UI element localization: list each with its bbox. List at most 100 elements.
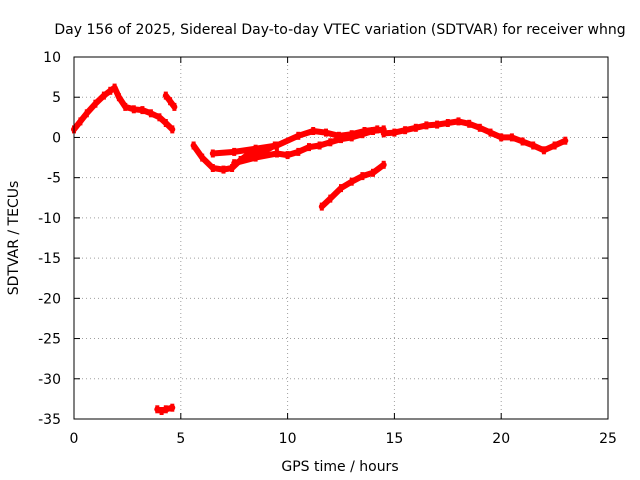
series-track-outlier bbox=[154, 403, 176, 415]
data-point bbox=[392, 128, 397, 137]
data-point bbox=[264, 146, 269, 155]
data-point bbox=[84, 109, 89, 118]
data-point bbox=[328, 138, 333, 147]
data-point bbox=[191, 141, 196, 150]
data-point bbox=[381, 129, 386, 138]
data-point bbox=[163, 405, 168, 414]
series-track-afternoon bbox=[380, 117, 569, 155]
data-point bbox=[328, 194, 333, 203]
data-point bbox=[563, 136, 568, 145]
series-band bbox=[71, 84, 176, 133]
series-track-short-4h bbox=[162, 91, 178, 111]
data-point bbox=[477, 123, 482, 132]
y-tick-label: -5 bbox=[47, 171, 61, 187]
data-point bbox=[255, 147, 260, 156]
y-tick-label: -25 bbox=[38, 332, 61, 348]
data-point bbox=[552, 141, 557, 150]
data-point bbox=[319, 202, 324, 211]
data-point bbox=[140, 106, 145, 115]
y-tick-label: 5 bbox=[52, 90, 61, 106]
data-point bbox=[123, 102, 128, 111]
series-track-morning bbox=[71, 83, 176, 134]
data-point bbox=[360, 172, 365, 181]
data-point bbox=[307, 143, 311, 152]
x-tick-label: 10 bbox=[279, 431, 297, 447]
data-point bbox=[296, 147, 301, 156]
data-point bbox=[413, 123, 418, 132]
data-point bbox=[253, 153, 258, 162]
y-tick-label: 10 bbox=[43, 50, 61, 66]
data-point bbox=[324, 128, 328, 137]
data-point bbox=[371, 168, 375, 177]
data-point bbox=[336, 131, 341, 140]
data-point bbox=[170, 125, 175, 134]
data-point bbox=[210, 149, 215, 158]
data-point bbox=[168, 97, 173, 106]
grid bbox=[74, 57, 608, 419]
data-point bbox=[159, 407, 164, 415]
data-point bbox=[371, 127, 375, 135]
chart-title: Day 156 of 2025, Sidereal Day-to-day VTE… bbox=[54, 22, 625, 38]
y-tick-label: 0 bbox=[52, 130, 61, 146]
data-point bbox=[157, 113, 162, 122]
data-point bbox=[108, 86, 113, 95]
x-axis: 0 5 10 15 20 25 bbox=[70, 57, 617, 447]
data-layer bbox=[71, 83, 569, 415]
data-point bbox=[210, 164, 215, 172]
y-tick-label: -15 bbox=[38, 251, 61, 267]
x-tick-label: 15 bbox=[385, 431, 403, 447]
data-point bbox=[170, 403, 175, 412]
data-point bbox=[541, 146, 546, 155]
plot-frame bbox=[73, 56, 609, 420]
data-point bbox=[101, 91, 106, 100]
data-point bbox=[349, 133, 354, 142]
data-point bbox=[456, 117, 461, 126]
data-point bbox=[221, 165, 226, 174]
y-tick-label: -10 bbox=[38, 211, 61, 227]
data-point bbox=[296, 131, 301, 140]
data-point bbox=[172, 102, 177, 111]
data-point bbox=[200, 153, 205, 162]
data-point bbox=[274, 149, 279, 158]
x-tick-label: 25 bbox=[599, 431, 617, 447]
data-point bbox=[116, 93, 121, 102]
data-point bbox=[403, 126, 408, 135]
data-point bbox=[509, 133, 514, 142]
data-point bbox=[531, 141, 536, 150]
data-point bbox=[163, 91, 168, 100]
x-tick-label: 0 bbox=[70, 431, 79, 447]
data-point bbox=[155, 405, 160, 414]
y-tick-label: -20 bbox=[38, 291, 61, 307]
y-tick-label: -35 bbox=[38, 412, 61, 428]
series-track-descending bbox=[318, 160, 387, 211]
x-tick-label: 20 bbox=[492, 431, 510, 447]
data-point bbox=[232, 159, 237, 168]
data-point bbox=[148, 109, 153, 118]
series-band bbox=[154, 404, 176, 414]
data-point bbox=[339, 135, 343, 144]
data-point bbox=[112, 83, 117, 92]
data-point bbox=[93, 99, 98, 108]
series-band bbox=[380, 118, 569, 154]
data-point bbox=[488, 128, 493, 137]
data-point bbox=[381, 160, 386, 169]
y-tick-label: -30 bbox=[38, 372, 61, 388]
data-point bbox=[435, 120, 440, 129]
data-point bbox=[317, 141, 322, 150]
data-point bbox=[232, 147, 237, 156]
x-axis-label: GPS time / hours bbox=[281, 459, 398, 475]
data-point bbox=[230, 164, 235, 172]
data-point bbox=[349, 177, 354, 186]
data-point bbox=[131, 105, 136, 114]
data-point bbox=[285, 151, 290, 160]
data-point bbox=[311, 127, 316, 135]
data-point bbox=[274, 141, 279, 150]
y-axis: 10 5 0 -5 -10 -15 -20 -25 -30 -35 bbox=[38, 50, 608, 428]
data-point bbox=[78, 117, 83, 126]
data-point bbox=[445, 119, 450, 127]
data-point bbox=[360, 130, 365, 139]
data-point bbox=[520, 137, 525, 146]
data-point bbox=[253, 144, 258, 153]
data-point bbox=[499, 133, 504, 142]
